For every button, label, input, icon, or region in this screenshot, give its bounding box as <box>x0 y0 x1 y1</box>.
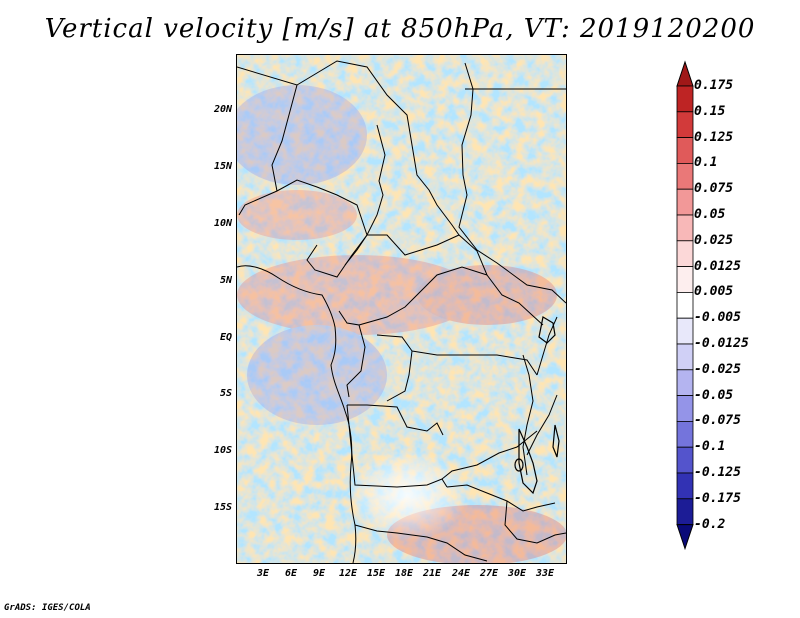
lon-label: 3E <box>256 568 270 579</box>
field-overlays <box>237 85 566 563</box>
map-title: Vertical velocity [m/s] at 850hPa, VT: 2… <box>44 14 756 44</box>
colorbar-bin <box>676 343 694 371</box>
lon-label: 6E <box>284 568 298 579</box>
lat-label: EQ <box>219 332 232 343</box>
colorbar-label: 0.075 <box>694 181 734 197</box>
lat-label: 15N <box>213 161 232 172</box>
colorbar-bottom-arrow <box>676 524 694 551</box>
colorbar-label: -0.005 <box>694 310 741 326</box>
lon-label: 21E <box>422 568 442 579</box>
colorbar-bin <box>676 266 694 293</box>
colorbar-label: 0.025 <box>694 232 734 248</box>
colorbar-bin <box>676 214 694 242</box>
lon-label: 12E <box>338 568 358 579</box>
lon-label: 27E <box>479 568 499 579</box>
colorbar-bin <box>676 420 694 448</box>
lat-label: 15S <box>213 502 232 513</box>
colorbar-bin <box>676 291 694 319</box>
country-borders <box>237 60 566 563</box>
colorbar-label: -0.05 <box>694 387 734 403</box>
colorbar-top-arrow <box>676 60 694 87</box>
colorbar-bin <box>676 395 694 422</box>
lon-label: 15E <box>366 568 386 579</box>
lat-label: 5S <box>219 388 232 399</box>
colorbar-label: -0.175 <box>694 490 741 506</box>
lat-label: 10S <box>213 445 232 456</box>
velocity-map <box>236 54 567 564</box>
calm-region <box>347 450 467 540</box>
colorbar-label: -0.125 <box>694 465 741 480</box>
colorbar-bin <box>676 188 694 216</box>
colorbar-bin <box>676 163 694 190</box>
grads-credit: GrADS: IGES/COLA <box>4 603 91 613</box>
colorbar-label: 0.15 <box>694 103 726 119</box>
lon-label: 9E <box>312 568 326 579</box>
colorbar-label: 0.0125 <box>694 258 741 274</box>
colorbar-label: -0.0125 <box>694 336 749 351</box>
colorbar-bin <box>676 369 694 396</box>
lat-label: 5N <box>219 275 232 286</box>
colorbar-bin <box>676 111 694 138</box>
lat-label: 20N <box>213 104 232 115</box>
colorbar-label: 0.125 <box>694 129 734 145</box>
colorbar-label: -0.075 <box>694 413 741 429</box>
colorbar-label: -0.025 <box>694 361 741 377</box>
colorbar-label: 0.05 <box>694 207 726 222</box>
lakes <box>514 316 560 495</box>
colorbar <box>676 60 694 551</box>
lat-label: 10N <box>213 218 232 229</box>
colorbar-bin <box>676 317 694 345</box>
colorbar-bin <box>676 137 694 164</box>
colorbar-bin <box>676 240 694 268</box>
colorbar-label: -0.1 <box>694 439 726 455</box>
colorbar-bin <box>676 85 694 113</box>
colorbar-bin <box>676 472 694 500</box>
colorbar-label: 0.175 <box>694 78 734 93</box>
lon-label: 24E <box>451 568 471 579</box>
map-canvas <box>237 55 566 563</box>
lon-label: 33E <box>535 568 555 579</box>
lon-label: 30E <box>507 568 527 579</box>
lon-label: 18E <box>394 568 414 579</box>
colorbar-bin <box>676 498 694 525</box>
colorbar-label: 0.1 <box>694 155 718 171</box>
colorbar-label: 0.005 <box>694 284 734 300</box>
colorbar-bin <box>676 446 694 474</box>
colorbar-label: -0.2 <box>694 516 726 532</box>
